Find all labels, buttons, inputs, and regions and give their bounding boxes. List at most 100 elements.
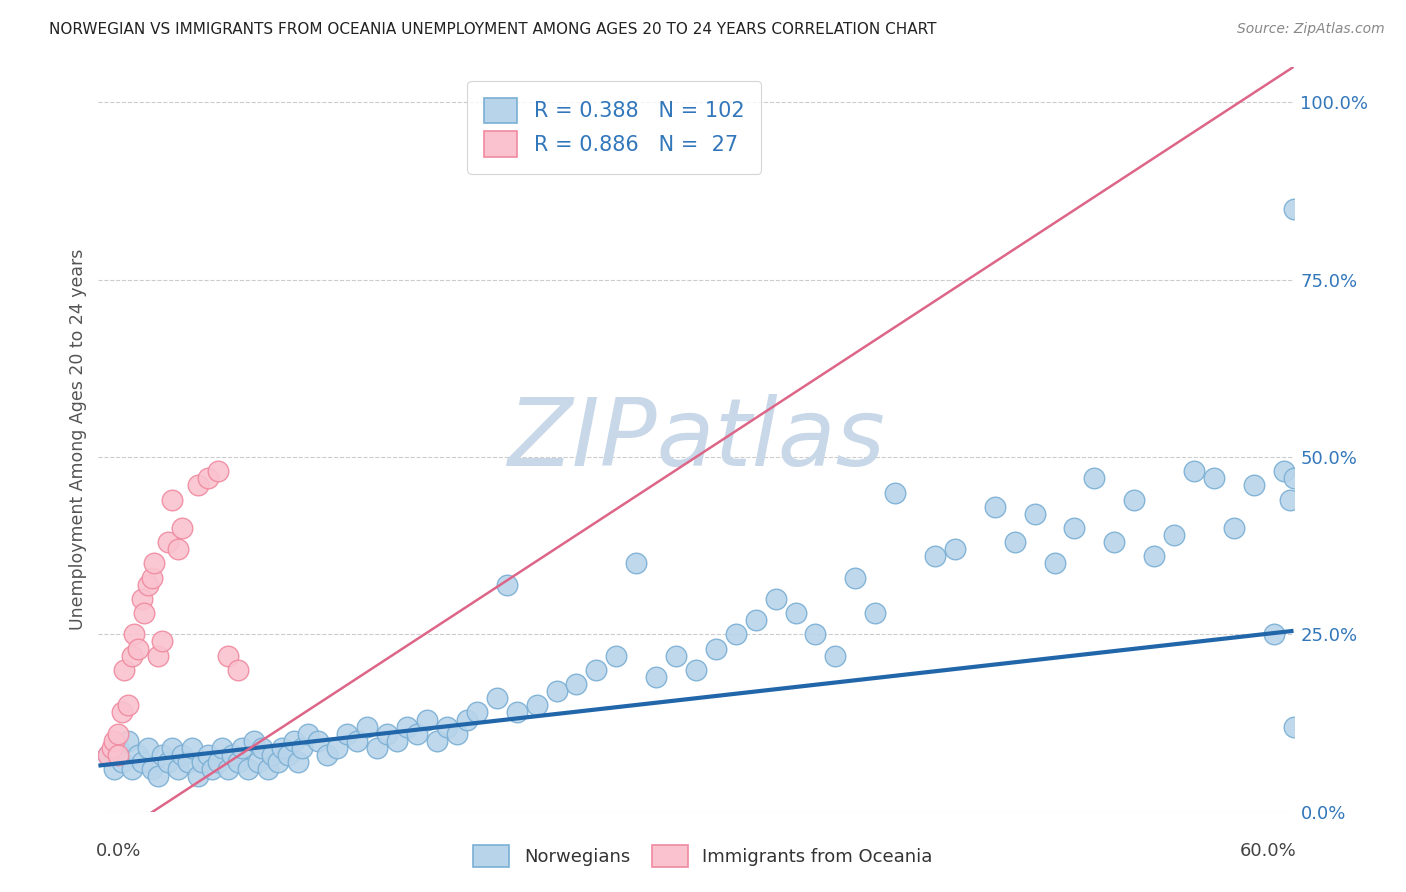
Point [177, 755, 200, 769]
Point [157, 535, 180, 549]
Point [406, 727, 429, 741]
Point [197, 471, 219, 485]
Point [103, 733, 125, 747]
Point [148, 648, 170, 663]
Point [565, 677, 588, 691]
Point [131, 591, 153, 606]
Point [307, 733, 329, 747]
Point [270, 740, 292, 755]
Legend: R = 0.388   N = 102, R = 0.886   N =  27: R = 0.388 N = 102, R = 0.886 N = 27 [467, 81, 761, 174]
Point [167, 762, 190, 776]
Point [107, 740, 129, 755]
Point [1083, 471, 1105, 485]
Point [375, 727, 398, 741]
Point [243, 733, 266, 747]
Point [134, 606, 156, 620]
Point [167, 542, 190, 557]
Point [136, 578, 159, 592]
Point [506, 706, 529, 720]
Point [336, 727, 359, 741]
Text: NORWEGIAN VS IMMIGRANTS FROM OCEANIA UNEMPLOYMENT AMONG AGES 20 TO 24 YEARS CORR: NORWEGIAN VS IMMIGRANTS FROM OCEANIA UNE… [49, 22, 936, 37]
Point [456, 713, 478, 727]
Point [465, 706, 488, 720]
Point [804, 627, 827, 641]
Point [385, 733, 409, 747]
Point [495, 578, 517, 592]
Point [1282, 720, 1305, 734]
Point [1282, 471, 1305, 485]
Point [201, 762, 224, 776]
Point [943, 542, 966, 557]
Point [1063, 521, 1085, 535]
Point [217, 648, 239, 663]
Point [436, 720, 458, 734]
Point [117, 698, 139, 713]
Point [297, 727, 319, 741]
Point [181, 740, 204, 755]
Point [824, 648, 846, 663]
Point [984, 500, 1007, 514]
Point [117, 733, 139, 747]
Point [124, 627, 146, 641]
Text: 0.0%: 0.0% [96, 842, 141, 860]
Point [1123, 492, 1146, 507]
Point [136, 740, 159, 755]
Point [226, 755, 249, 769]
Point [1043, 557, 1066, 571]
Point [141, 571, 163, 585]
Point [665, 648, 688, 663]
Point [356, 720, 378, 734]
Point [97, 747, 120, 762]
Point [260, 747, 283, 762]
Point [485, 691, 508, 706]
Point [605, 648, 627, 663]
Point [221, 747, 243, 762]
Point [107, 747, 129, 762]
Point [107, 727, 129, 741]
Point [1263, 627, 1285, 641]
Point [150, 747, 173, 762]
Point [1278, 492, 1301, 507]
Point [160, 740, 183, 755]
Point [924, 549, 946, 564]
Point [207, 755, 229, 769]
Point [785, 606, 807, 620]
Point [366, 740, 388, 755]
Point [626, 557, 648, 571]
Point [111, 706, 134, 720]
Point [1163, 528, 1185, 542]
Point [97, 747, 120, 762]
Point [157, 755, 180, 769]
Point [844, 571, 866, 585]
Text: Source: ZipAtlas.com: Source: ZipAtlas.com [1237, 22, 1385, 37]
Point [865, 606, 887, 620]
Point [131, 755, 153, 769]
Point [526, 698, 548, 713]
Point [1143, 549, 1166, 564]
Point [685, 663, 707, 677]
Point [1202, 471, 1225, 485]
Point [765, 591, 787, 606]
Point [187, 478, 209, 492]
Point [141, 762, 163, 776]
Point [217, 762, 239, 776]
Legend: Norwegians, Immigrants from Oceania: Norwegians, Immigrants from Oceania [465, 838, 941, 874]
Point [121, 762, 143, 776]
Point [211, 740, 233, 755]
Point [127, 641, 149, 656]
Point [101, 740, 124, 755]
Point [160, 492, 183, 507]
Point [103, 762, 125, 776]
Point [1182, 464, 1205, 478]
Point [267, 755, 290, 769]
Point [172, 521, 194, 535]
Text: 60.0%: 60.0% [1240, 842, 1296, 860]
Point [1223, 521, 1246, 535]
Point [256, 762, 278, 776]
Text: ZIPatlas: ZIPatlas [508, 393, 884, 485]
Point [745, 613, 768, 627]
Point [111, 755, 134, 769]
Y-axis label: Unemployment Among Ages 20 to 24 years: Unemployment Among Ages 20 to 24 years [69, 249, 87, 630]
Point [291, 740, 314, 755]
Point [1004, 535, 1026, 549]
